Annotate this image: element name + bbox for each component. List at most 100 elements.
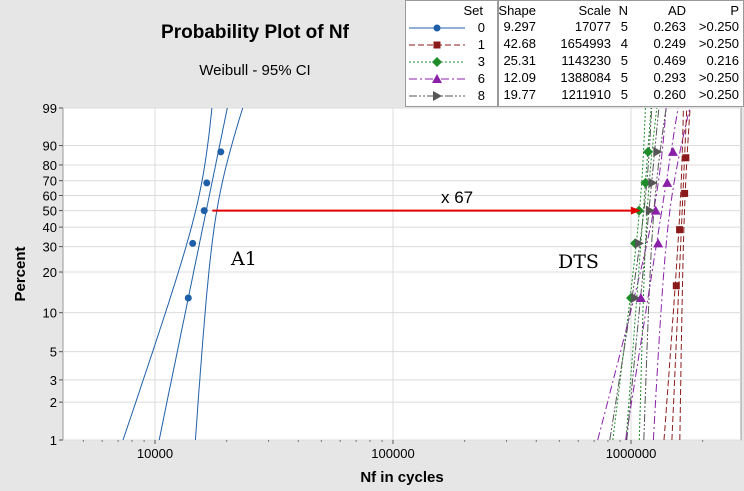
- point-set-6: [635, 293, 646, 303]
- point-set-6: [650, 205, 661, 215]
- point-set-1: [676, 226, 684, 234]
- table-cell-p: 0.216: [706, 53, 739, 68]
- legend-swatch: [409, 74, 465, 83]
- legend-swatch: [409, 57, 465, 67]
- table-cell-shape: 9.297: [503, 19, 536, 34]
- y-tick-label: 90: [43, 139, 57, 154]
- point-set-6: [667, 146, 678, 156]
- table-cell-ad: 0.263: [653, 19, 686, 34]
- point-set-0: [217, 148, 225, 156]
- point-set-3: [640, 177, 651, 188]
- y-tick-label: 50: [43, 204, 57, 219]
- legend-swatch-marker: [432, 57, 442, 67]
- point-set-8: [631, 293, 641, 304]
- y-tick-label: 5: [50, 345, 57, 360]
- table-header-ad: AD: [667, 3, 686, 18]
- table-cell-shape: 25.31: [503, 53, 536, 68]
- legend-swatch: [409, 91, 465, 101]
- legend-swatch-marker: [433, 41, 441, 49]
- parameter-table: Shape Scale N AD P 9.297 17077 5 0.263 >0.250 42.6…: [498, 0, 744, 107]
- chart-title: Probability Plot of Nf: [161, 22, 349, 43]
- table-cell-shape: 42.68: [503, 36, 536, 51]
- point-set-8: [634, 238, 644, 249]
- x-tick-label: 10000: [137, 446, 173, 461]
- point-set-8: [648, 177, 658, 188]
- table-cell-p: >0.250: [698, 19, 739, 34]
- ci-upper-set-6: [652, 107, 691, 441]
- legend-label: 1: [477, 37, 485, 52]
- ci-lower-set-3: [612, 107, 646, 441]
- table-cell-n: 5: [620, 70, 628, 85]
- x-tick-label: 1000000: [606, 446, 657, 461]
- point-set-8: [653, 146, 663, 157]
- ci-lower-set-8: [609, 107, 653, 441]
- legend-title: Set: [463, 3, 483, 18]
- legend-item-set-6: 6: [406, 70, 499, 87]
- ci-lower-set-0: [122, 107, 213, 441]
- point-set-3: [643, 146, 654, 157]
- table-header-scale: Scale: [578, 3, 611, 18]
- annotation-dts: DTS: [558, 251, 599, 273]
- plot-area: [62, 107, 742, 441]
- table-cell-p: >0.250: [698, 87, 739, 102]
- table-cell-scale: 1388084: [560, 70, 611, 85]
- point-set-0: [189, 239, 197, 247]
- annotation-a1: A1: [230, 248, 257, 270]
- legend-item-set-3: 3: [406, 53, 499, 70]
- point-set-8: [645, 205, 655, 216]
- chart-subtitle: Weibull - 95% CI: [199, 62, 311, 79]
- legend-label: 8: [477, 88, 485, 103]
- table-header-p: P: [730, 3, 739, 18]
- table-header-n: N: [618, 3, 628, 18]
- y-tick-label: 3: [50, 373, 57, 388]
- table-cell-ad: 0.293: [653, 70, 686, 85]
- point-set-1: [672, 282, 680, 290]
- table-cell-ad: 0.249: [653, 36, 686, 51]
- y-tick-label: 10: [43, 306, 57, 321]
- legend-label: 0: [477, 20, 485, 35]
- table-cell-scale: 1654993: [560, 36, 611, 51]
- table-cell-scale: 1143230: [561, 53, 611, 68]
- point-set-0: [203, 179, 211, 187]
- x-axis-ticks: 10000 100000 1000000: [82, 440, 704, 461]
- y-tick-label: 30: [43, 240, 57, 255]
- table-cell-scale: 17077: [574, 19, 611, 34]
- y-tick-label: 99: [43, 101, 57, 116]
- y-tick-label: 20: [43, 265, 57, 280]
- legend-label: 3: [477, 54, 485, 69]
- y-tick-label: 1: [50, 433, 57, 448]
- table-cell-n: 5: [620, 53, 628, 68]
- table-cell-n: 5: [620, 19, 628, 34]
- y-tick-label: 60: [43, 188, 57, 203]
- table-cell-ad: 0.469: [653, 53, 686, 68]
- y-axis-label: Percent: [12, 246, 29, 301]
- table-cell-p: >0.250: [698, 70, 739, 85]
- legend-item-set-0: 0: [406, 19, 499, 36]
- point-set-1: [681, 189, 689, 197]
- legend-swatch-marker: [433, 24, 441, 32]
- legend-label: 6: [477, 71, 485, 86]
- ci-lower-set-1: [663, 107, 684, 441]
- data-points: [184, 146, 690, 304]
- table-cell-scale: 1211910: [561, 87, 611, 102]
- arrow-head: [630, 206, 641, 215]
- point-set-6: [662, 177, 673, 187]
- y-tick-label: 80: [43, 158, 57, 173]
- legend-item-set-8: 8: [406, 87, 499, 104]
- fit-line-set-3: [625, 107, 652, 441]
- point-set-1: [682, 154, 690, 162]
- legend-swatch: [409, 24, 465, 32]
- y-tick-label: 70: [43, 174, 57, 189]
- table-cell-shape: 12.09: [503, 70, 536, 85]
- legend-item-set-1: 1: [406, 36, 499, 53]
- ci-upper-set-8: [643, 107, 667, 441]
- table-cell-n: 5: [620, 87, 628, 102]
- x-axis-label: Nf in cycles: [360, 469, 443, 486]
- legend: Set 0 1 3 6 8: [405, 0, 498, 107]
- y-tick-label: 2: [50, 395, 57, 410]
- point-set-0: [200, 207, 208, 215]
- fit-line-set-6: [625, 107, 679, 441]
